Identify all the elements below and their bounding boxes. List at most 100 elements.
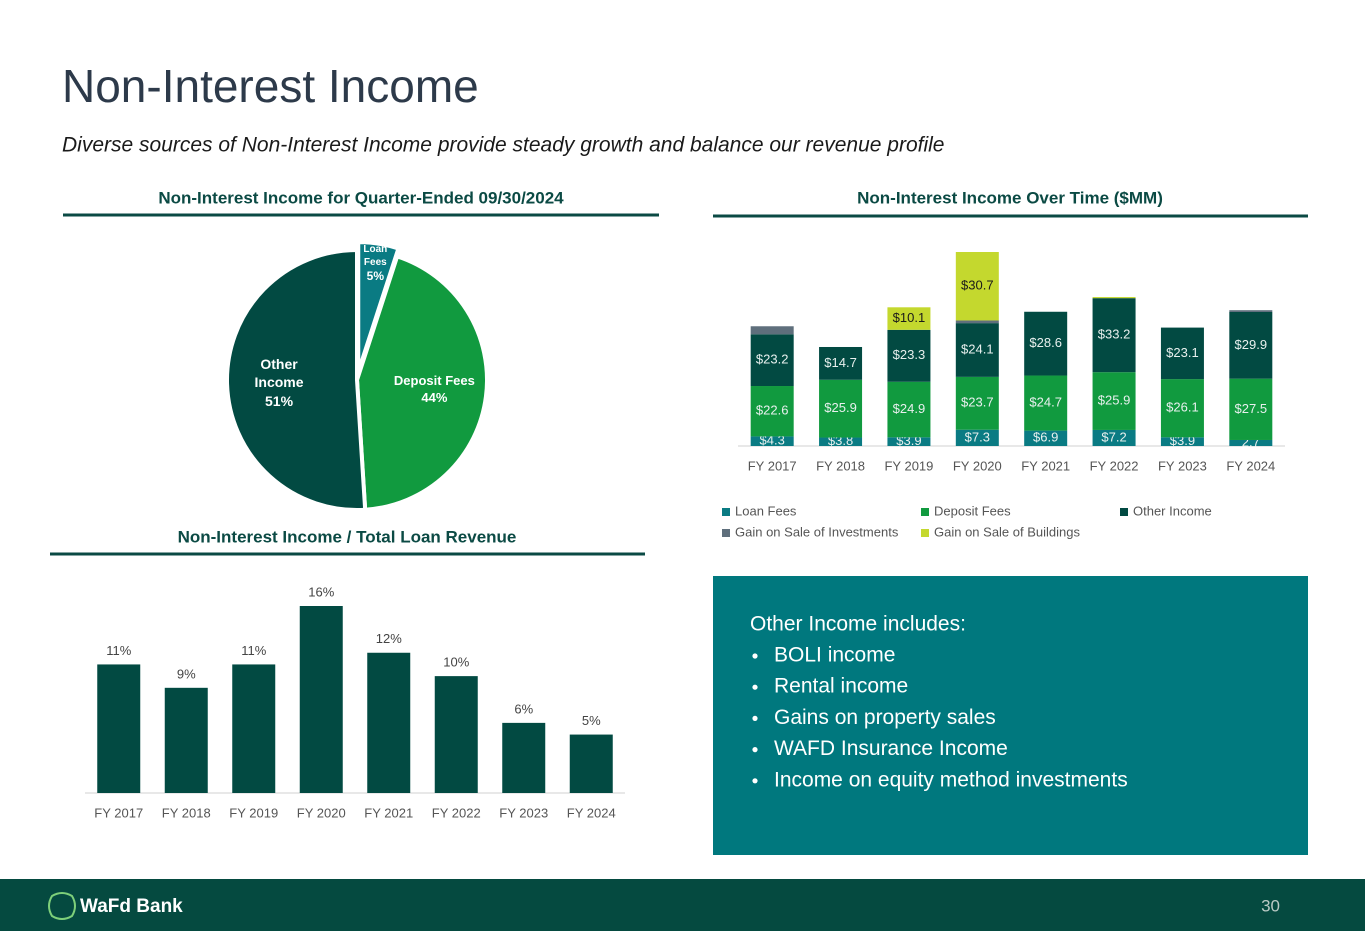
pie-value-label: 51% bbox=[265, 392, 294, 409]
x-tick-label: FY 2017 bbox=[94, 805, 143, 820]
bar-segment bbox=[819, 437, 863, 446]
x-tick-label: FY 2021 bbox=[364, 805, 413, 820]
bar-segment bbox=[819, 379, 863, 438]
bar-segment bbox=[750, 334, 794, 387]
bar-segment bbox=[1092, 429, 1136, 446]
value-label: 11% bbox=[241, 643, 266, 658]
bar bbox=[569, 734, 613, 793]
bar-segment bbox=[1092, 297, 1136, 299]
value-label: 12% bbox=[376, 631, 402, 646]
bar-segment bbox=[955, 376, 999, 430]
bar-segment bbox=[1024, 375, 1068, 431]
value-label: $6.9 bbox=[1033, 430, 1058, 445]
bar-segment bbox=[887, 381, 931, 438]
bar bbox=[164, 687, 208, 793]
bar bbox=[232, 664, 276, 793]
bullet bbox=[752, 715, 758, 722]
value-label: $23.3 bbox=[893, 347, 926, 362]
bar-segment bbox=[955, 320, 999, 324]
slide-subtitle: Diverse sources of Non-Interest Income p… bbox=[62, 134, 944, 157]
legend-label: Deposit Fees bbox=[934, 503, 1011, 518]
note-item: Income on equity method investments bbox=[774, 768, 1128, 791]
value-label: 6% bbox=[514, 701, 533, 716]
bar-segment bbox=[1229, 311, 1273, 379]
pie-category-label: Deposit Fees bbox=[393, 372, 475, 388]
logo-mark bbox=[48, 892, 76, 920]
bar bbox=[97, 664, 141, 793]
bar bbox=[434, 676, 478, 793]
bar-segment bbox=[955, 323, 999, 377]
pie-slice bbox=[225, 247, 368, 512]
bar bbox=[367, 652, 411, 793]
bar-segment bbox=[887, 437, 931, 446]
note-box bbox=[713, 576, 1308, 855]
pie-value-label: 5% bbox=[366, 269, 384, 284]
bar-segment bbox=[887, 307, 931, 330]
note-heading: Other Income includes: bbox=[750, 613, 966, 636]
x-tick-label: FY 2021 bbox=[1021, 458, 1070, 473]
bar-segment bbox=[1024, 430, 1068, 446]
x-tick-label: FY 2018 bbox=[816, 458, 865, 473]
legend-swatch bbox=[722, 508, 730, 516]
legend-swatch bbox=[722, 529, 730, 537]
bar bbox=[299, 606, 343, 793]
bar-segment bbox=[750, 436, 794, 446]
value-label: 5% bbox=[582, 713, 601, 728]
pie-category-label: Other Income bbox=[254, 356, 304, 391]
x-tick-label: FY 2020 bbox=[953, 458, 1002, 473]
value-label: $28.6 bbox=[1029, 335, 1062, 350]
legend-label: Loan Fees bbox=[735, 503, 797, 518]
value-label: $25.9 bbox=[824, 400, 857, 415]
value-label: $26.1 bbox=[1166, 400, 1199, 415]
bullet bbox=[752, 778, 758, 784]
pie-label: Loan Fees 5% bbox=[360, 240, 390, 288]
note-item: BOLI income bbox=[774, 644, 895, 667]
legend-label: Gain on Sale of Investments bbox=[735, 524, 899, 539]
logo-icon bbox=[48, 892, 76, 920]
pie-category-label: Loan Fees bbox=[363, 244, 388, 269]
x-tick-label: FY 2019 bbox=[229, 805, 278, 820]
value-label: $10.1 bbox=[893, 310, 926, 325]
bar-segment bbox=[955, 429, 999, 446]
legend-swatch bbox=[921, 529, 929, 537]
bar-segment bbox=[1092, 372, 1136, 430]
x-tick-label: FY 2017 bbox=[748, 458, 797, 473]
footer-bar bbox=[0, 879, 1365, 931]
bar-segment bbox=[750, 386, 794, 437]
bar-segment bbox=[1024, 311, 1068, 376]
pie-slice bbox=[354, 253, 489, 512]
value-label: $14.7 bbox=[824, 355, 857, 370]
value-label: 9% bbox=[177, 666, 196, 681]
note-list: BOLI income Rental income Gains on propert… bbox=[752, 644, 1128, 791]
section-title: Non-Interest Income for Quarter-Ended 09… bbox=[158, 188, 564, 207]
bar-segment bbox=[1160, 327, 1204, 380]
legend-label: Other Income bbox=[1133, 503, 1212, 518]
x-tick-label: FY 2019 bbox=[884, 458, 933, 473]
value-label: $33.2 bbox=[1098, 327, 1131, 342]
slide-title: Non-Interest Income bbox=[62, 60, 479, 112]
note-item: Rental income bbox=[774, 675, 908, 698]
x-tick-label: FY 2022 bbox=[432, 805, 481, 820]
section-title: Non-Interest Income Over Time ($MM) bbox=[857, 188, 1163, 207]
value-label: $23.1 bbox=[1166, 345, 1199, 360]
value-label: 16% bbox=[308, 584, 334, 599]
value-label: $7.2 bbox=[1101, 429, 1126, 444]
bar-segment bbox=[1229, 378, 1273, 440]
legend-swatch bbox=[1120, 508, 1128, 516]
x-tick-label: FY 2023 bbox=[499, 805, 548, 820]
bar-segment bbox=[1160, 379, 1204, 438]
value-label: $22.6 bbox=[756, 403, 789, 418]
value-label: $30.7 bbox=[961, 278, 994, 293]
value-label: $29.9 bbox=[1235, 337, 1268, 352]
bar bbox=[502, 722, 546, 793]
bullet bbox=[752, 747, 758, 753]
value-label: $27.5 bbox=[1235, 401, 1268, 416]
x-tick-label: FY 2024 bbox=[1226, 458, 1275, 473]
note-item: Gains on property sales bbox=[774, 706, 996, 729]
pie-label: Deposit Fees 44% bbox=[379, 366, 489, 414]
x-tick-label: FY 2023 bbox=[1158, 458, 1207, 473]
value-label: 10% bbox=[443, 655, 469, 670]
bar-segment bbox=[819, 346, 863, 380]
section-title: Non-Interest Income / Total Loan Revenue bbox=[178, 527, 517, 546]
